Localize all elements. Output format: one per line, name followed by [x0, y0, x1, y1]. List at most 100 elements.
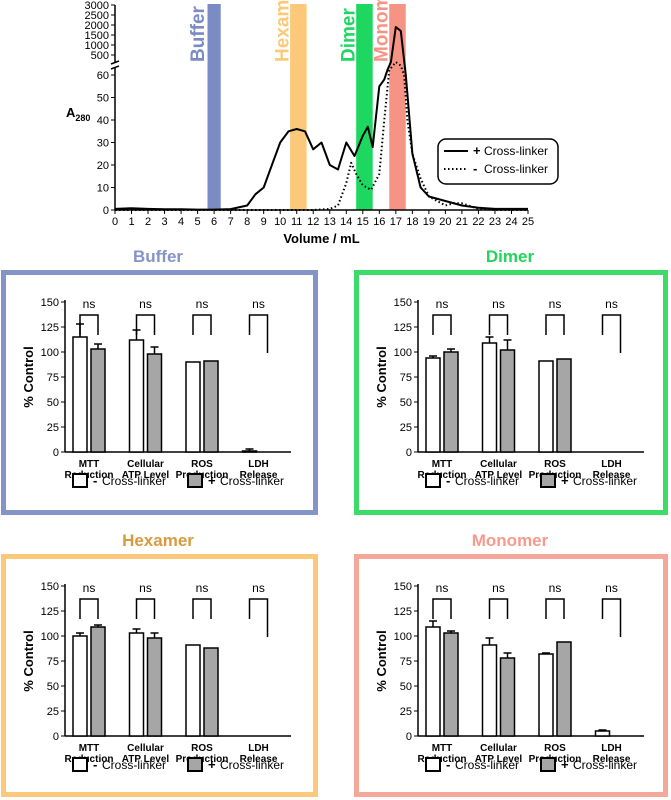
- category-label: ATP Level: [475, 470, 523, 481]
- y-tick-label: 500: [91, 50, 109, 62]
- panel-legend: - Cross-linker + Cross-linker: [72, 757, 284, 772]
- y-tick-label: 50: [47, 397, 59, 409]
- significance-bracket: [488, 598, 509, 619]
- y-tick-label: 75: [400, 372, 412, 384]
- bar-minus-cross-linker: [538, 653, 554, 737]
- y-axis-title: % Control: [21, 630, 36, 691]
- category-label: ATP Level: [475, 754, 523, 765]
- x-tick-label: 5: [195, 216, 201, 228]
- fraction-label-buffer: Buffer: [188, 5, 209, 62]
- legend-sign-plus: +: [561, 473, 569, 488]
- legend-sign-plus: +: [208, 473, 216, 488]
- y-tick-label: 60: [97, 70, 109, 82]
- x-tick-label: 15: [357, 216, 369, 228]
- category-label: ATP Level: [122, 470, 170, 481]
- bar-plus-cross-linker: [203, 647, 219, 737]
- bar-minus-cross-linker: [185, 644, 201, 737]
- significance-bracket: [135, 598, 156, 619]
- y-tick-label: 150: [41, 581, 59, 593]
- fraction-band-buffer: [207, 4, 221, 210]
- significance-bracket: [432, 314, 452, 335]
- category-label: ATP Level: [122, 754, 170, 765]
- category-label: Cellular: [127, 743, 164, 754]
- significance-label: ns: [492, 297, 505, 311]
- significance-bracket: [545, 598, 565, 619]
- category-label: Cellular: [480, 743, 517, 754]
- significance-bracket: [545, 314, 565, 335]
- legend-label: Cross-linker: [484, 162, 548, 176]
- legend-label-plus: Cross-linker: [573, 758, 637, 772]
- panel-buffer: Buffer 0 25 50 75 100 125 150 % Control ns MTTRedu…: [1, 247, 318, 515]
- bar-minus-cross-linker: [594, 730, 611, 737]
- y-tick-label: 125: [41, 606, 59, 618]
- category-label: ROS: [544, 743, 566, 754]
- x-tick-label: 23: [489, 216, 501, 228]
- x-tick-label: 19: [423, 216, 435, 228]
- y-tick-label: 10: [97, 183, 109, 195]
- significance-bracket: [248, 598, 269, 637]
- panel-dimer: Dimer 0 25 50 75 100 125 150 % Control ns MTTReduc…: [354, 247, 668, 515]
- legend-sign-minus: -: [93, 473, 97, 488]
- bar-plus-cross-linker: [556, 358, 572, 453]
- significance-label: ns: [252, 297, 265, 311]
- y-tick-label: 3000: [85, 0, 109, 12]
- legend-swatch-minus: [72, 473, 88, 488]
- bar-minus-cross-linker: [72, 336, 88, 453]
- legend-label: Cross-linker: [484, 144, 548, 158]
- y-tick-label: 30: [97, 138, 109, 150]
- x-tick-label: 7: [228, 216, 234, 228]
- x-tick-label: 16: [373, 216, 385, 228]
- legend-swatch-minus: [425, 473, 441, 488]
- bar-plus-cross-linker: [443, 351, 459, 453]
- significance-bracket: [248, 314, 269, 353]
- bar-plus-cross-linker: [90, 626, 106, 737]
- category-label: Release: [240, 470, 278, 481]
- x-tick-label: 18: [406, 216, 418, 228]
- significance-label: ns: [436, 581, 449, 595]
- y-tick-label: 0: [53, 731, 59, 743]
- bar-minus-cross-linker: [481, 644, 498, 737]
- y-tick-label: 50: [97, 93, 109, 105]
- significance-bracket: [601, 598, 622, 637]
- y-tick-label: 0: [103, 205, 109, 217]
- legend-swatch-plus: [187, 473, 203, 488]
- category-label: MTT: [432, 743, 453, 754]
- y-tick-label: 50: [47, 681, 59, 693]
- x-tick-label: 9: [261, 216, 267, 228]
- bar-minus-cross-linker: [128, 339, 145, 453]
- legend-sign: -: [473, 161, 477, 176]
- y-tick-label: 50: [400, 681, 412, 693]
- legend-label-plus: Cross-linker: [573, 474, 637, 488]
- legend-label-minus: Cross-linker: [455, 758, 519, 772]
- category-label: ROS: [544, 459, 566, 470]
- x-tick-label: 6: [211, 216, 217, 228]
- x-tick-label: 8: [244, 216, 250, 228]
- y-tick-label: 25: [47, 422, 59, 434]
- legend-sign-minus: -: [446, 473, 450, 488]
- significance-label: ns: [549, 581, 562, 595]
- x-tick-label: 25: [522, 216, 534, 228]
- significance-bracket: [488, 314, 509, 335]
- panel-frame: [354, 554, 668, 797]
- y-axis-title-sub: 280: [75, 113, 90, 123]
- x-tick-label: 21: [456, 216, 468, 228]
- y-tick-label: 100: [394, 631, 412, 643]
- y-tick-label: 40: [97, 115, 109, 127]
- category-label: Release: [593, 470, 631, 481]
- series-line-minus-cross-linker: [115, 61, 528, 211]
- panel-title: Monomer: [472, 531, 549, 550]
- significance-label: ns: [605, 581, 618, 595]
- significance-label: ns: [436, 297, 449, 311]
- bar-minus-cross-linker: [72, 635, 88, 737]
- legend-swatch-minus: [72, 757, 88, 772]
- panel-frame: [1, 554, 318, 797]
- legend-label-plus: Cross-linker: [220, 474, 284, 488]
- fraction-band-monomer: [389, 4, 406, 210]
- y-tick-label: 150: [394, 297, 412, 309]
- bar-minus-cross-linker: [425, 626, 441, 737]
- y-tick-label: 125: [394, 322, 412, 334]
- y-tick-label: 1500: [85, 30, 109, 42]
- bar-plus-cross-linker: [443, 632, 459, 737]
- x-tick-label: 1: [128, 216, 134, 228]
